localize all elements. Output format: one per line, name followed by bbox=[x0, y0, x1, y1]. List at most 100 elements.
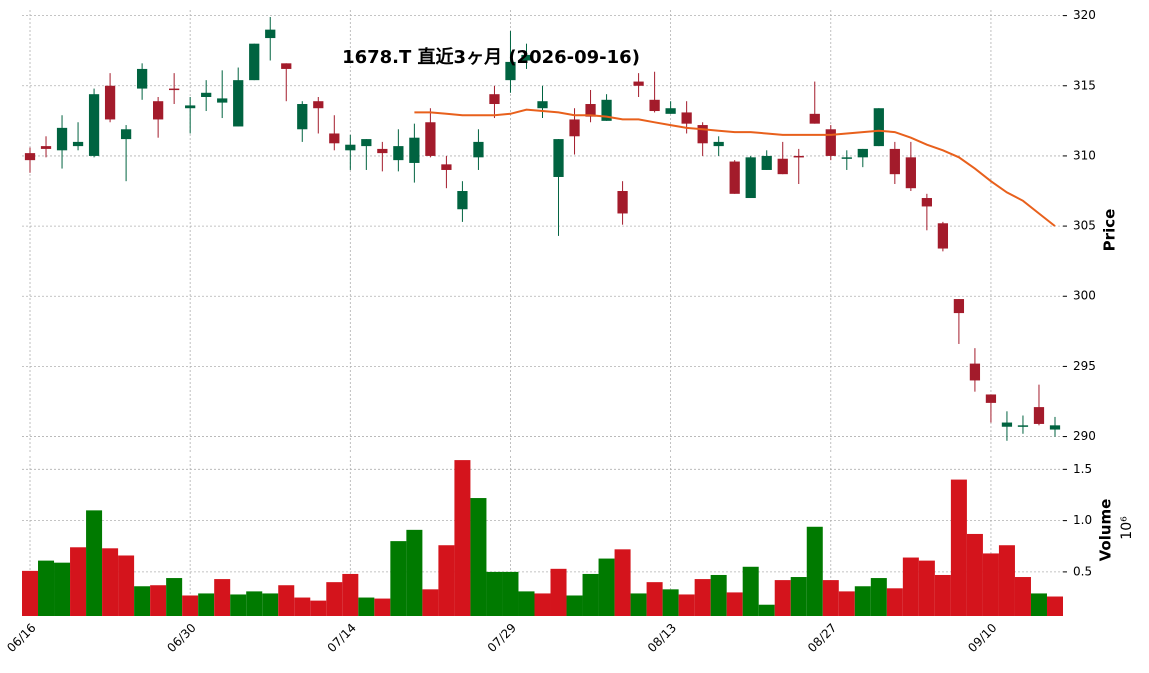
volume-bar bbox=[86, 510, 103, 616]
candle-body bbox=[857, 148, 868, 158]
volume-bar bbox=[454, 460, 471, 616]
volume-bar bbox=[470, 498, 487, 616]
candle-body bbox=[1033, 407, 1045, 424]
volume-bar bbox=[694, 579, 711, 616]
volume-axis-label: Volume bbox=[1097, 499, 1115, 562]
y-tick-label: 320 bbox=[1073, 8, 1096, 22]
volume-bar bbox=[678, 594, 695, 616]
moving-average-line bbox=[414, 108, 1056, 227]
volume-bar bbox=[230, 594, 247, 616]
chart-title: 1678.T 直近3ヶ月 (2026-09-16) bbox=[342, 46, 640, 68]
volume-bar bbox=[214, 579, 231, 616]
candle-body bbox=[153, 101, 164, 120]
candle-body bbox=[585, 104, 596, 117]
volume-bar bbox=[854, 586, 871, 616]
x-tick-label: 07/14 bbox=[325, 621, 359, 655]
volume-bar bbox=[566, 595, 583, 616]
candle-body bbox=[185, 105, 196, 109]
candle-body bbox=[825, 129, 836, 156]
volume-bar bbox=[758, 604, 775, 616]
candle-body bbox=[1001, 422, 1013, 427]
x-tick-label: 08/27 bbox=[805, 621, 839, 655]
candle-body bbox=[953, 299, 965, 314]
candle-body bbox=[136, 68, 148, 89]
candle-body bbox=[969, 363, 981, 381]
candle-body bbox=[24, 153, 36, 161]
volume-bar bbox=[998, 545, 1015, 616]
candle-body bbox=[697, 125, 708, 144]
volume-tick-label: 1.5 bbox=[1073, 462, 1092, 476]
candle-body bbox=[393, 146, 404, 161]
volume-bar bbox=[806, 526, 823, 616]
volume-bar bbox=[966, 533, 983, 616]
candle-body bbox=[281, 63, 292, 69]
candle-body bbox=[489, 94, 500, 105]
candle-body bbox=[649, 99, 660, 112]
candle-body bbox=[409, 137, 420, 163]
candle-body bbox=[56, 127, 68, 151]
candle-body bbox=[521, 54, 532, 61]
candle-body bbox=[265, 29, 276, 39]
candle-body bbox=[505, 61, 516, 81]
candle-body bbox=[617, 191, 628, 214]
volume-tick-label: 1.0 bbox=[1073, 513, 1092, 527]
candle-body bbox=[249, 43, 260, 81]
volume-bar bbox=[438, 545, 455, 616]
y-tick-label: 290 bbox=[1073, 429, 1096, 443]
x-tick-label: 07/29 bbox=[485, 621, 519, 655]
candle-body bbox=[841, 157, 852, 159]
candle-body bbox=[201, 92, 212, 97]
volume-bar bbox=[518, 591, 535, 616]
volume-bar bbox=[726, 592, 743, 616]
candle-body bbox=[425, 122, 436, 156]
candle-body bbox=[809, 113, 820, 124]
y-tick-label: 310 bbox=[1073, 148, 1096, 162]
volume-bar bbox=[582, 573, 599, 616]
candle-body bbox=[793, 155, 804, 158]
candle-body bbox=[329, 133, 340, 144]
volume-bar bbox=[422, 589, 439, 616]
candle-body bbox=[937, 223, 949, 249]
volume-bar bbox=[102, 548, 119, 616]
y-tick-label: 305 bbox=[1073, 219, 1096, 233]
volume-bar bbox=[150, 585, 167, 616]
volume-bar bbox=[662, 589, 679, 616]
y-tick-label: 315 bbox=[1073, 78, 1096, 92]
volume-bar bbox=[342, 573, 359, 616]
candle-body bbox=[169, 88, 180, 91]
candle-body bbox=[1017, 425, 1029, 427]
volume-bar bbox=[902, 557, 919, 616]
volume-bar bbox=[982, 553, 999, 616]
volume-bar bbox=[134, 586, 151, 616]
candle-body bbox=[681, 112, 692, 124]
candle-body bbox=[665, 108, 676, 114]
candle-body bbox=[537, 101, 548, 109]
volume-bar bbox=[934, 574, 951, 616]
candle-body bbox=[985, 394, 997, 403]
volume-bar bbox=[198, 593, 215, 616]
candle-body bbox=[745, 157, 756, 199]
candle-body bbox=[72, 141, 84, 147]
candle-body bbox=[345, 144, 356, 151]
volume-bar bbox=[182, 595, 199, 616]
candle-body bbox=[1049, 425, 1061, 430]
volume-bar bbox=[246, 591, 263, 616]
volume-scale-label: 10⁶ bbox=[1119, 516, 1135, 540]
volume-bar bbox=[1046, 596, 1063, 616]
volume-bar bbox=[950, 479, 967, 616]
volume-bar bbox=[550, 568, 567, 616]
candle-body bbox=[217, 98, 228, 103]
volume-bar bbox=[326, 582, 343, 616]
volume-bar bbox=[918, 560, 935, 616]
x-tick-label: 06/16 bbox=[4, 621, 38, 655]
candle-body bbox=[40, 146, 52, 149]
volume-bar bbox=[358, 597, 375, 616]
volume-bar bbox=[598, 558, 615, 616]
volume-bar bbox=[710, 574, 727, 616]
volume-bar bbox=[1030, 593, 1047, 616]
candle-body bbox=[104, 85, 116, 120]
volume-bar bbox=[486, 571, 503, 616]
candle-body bbox=[889, 148, 900, 175]
x-tick-label: 08/13 bbox=[645, 621, 679, 655]
